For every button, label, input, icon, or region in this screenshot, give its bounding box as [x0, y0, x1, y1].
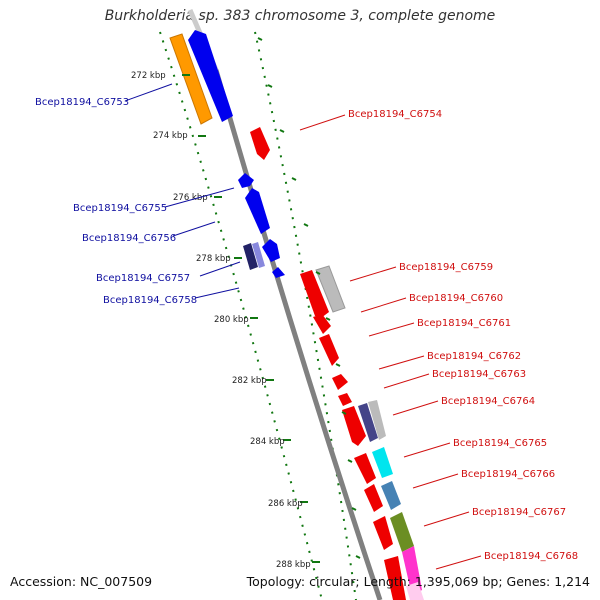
gene-C6757-a [243, 243, 258, 270]
gene-C6753-blue [188, 30, 233, 122]
gene-label-C6753[interactable]: Bcep18194_C6753 [35, 97, 129, 108]
gene-label-C6761[interactable]: Bcep18194_C6761 [417, 318, 511, 329]
gene-C6766-red [364, 484, 383, 512]
gene-C6759-red [300, 270, 329, 318]
minus-strand-genes [169, 30, 285, 278]
gene-C6755 [238, 173, 254, 188]
gene-C6756 [245, 188, 270, 234]
gene-C6754 [250, 127, 270, 160]
gene-C6761 [319, 334, 339, 366]
gene-C6765-red [354, 453, 376, 484]
gene-C6768-red [384, 556, 406, 600]
gene-C6762 [332, 374, 348, 390]
gene-label-C6759[interactable]: Bcep18194_C6759 [399, 262, 493, 273]
gene-label-C6764[interactable]: Bcep18194_C6764 [441, 396, 535, 407]
track-ring-right [254, 31, 357, 600]
gene-label-C6757[interactable]: Bcep18194_C6757 [96, 273, 190, 284]
scale-ticks [182, 37, 361, 563]
gene-label-C6760[interactable]: Bcep18194_C6760 [409, 293, 503, 304]
gene-C6768-pink [406, 582, 424, 600]
tick-label-286: 286 kbp [268, 499, 303, 509]
gene-C6759-gray [315, 265, 346, 313]
gene-C6766-steel [381, 481, 401, 510]
gene-C6767-olive [390, 512, 414, 552]
tick-label-278: 278 kbp [196, 254, 231, 264]
plus-strand-genes [250, 127, 424, 600]
gene-label-C6755[interactable]: Bcep18194_C6755 [73, 203, 167, 214]
gene-label-C6768[interactable]: Bcep18194_C6768 [484, 551, 578, 562]
map-title: Burkholderia sp. 383 chromosome 3, compl… [104, 8, 496, 24]
gene-C6753-orange [169, 33, 213, 125]
gene-label-C6765[interactable]: Bcep18194_C6765 [453, 438, 547, 449]
gene-C6757-b [252, 242, 265, 268]
gene-label-C6767[interactable]: Bcep18194_C6767 [472, 507, 566, 518]
tick-label-282: 282 kbp [232, 376, 267, 386]
gene-label-C6762[interactable]: Bcep18194_C6762 [427, 351, 521, 362]
tick-label-284: 284 kbp [250, 437, 285, 447]
gene-C6765-cyan [372, 447, 393, 478]
gene-label-C6766[interactable]: Bcep18194_C6766 [461, 469, 555, 480]
tick-label-280: 280 kbp [214, 315, 249, 325]
gene-C6764-navy [358, 403, 378, 442]
gene-C6767-red [373, 516, 393, 550]
gene-label-C6763[interactable]: Bcep18194_C6763 [432, 369, 526, 380]
accession-text: Accession: NC_007509 [10, 574, 153, 589]
tick-label-274: 274 kbp [153, 131, 188, 141]
gene-C6764-gray [368, 400, 386, 440]
gene-C6758-a [262, 239, 280, 262]
left-gene-labels: Bcep18194_C6753 Bcep18194_C6755 Bcep1819… [35, 83, 241, 306]
genome-backbone [213, 69, 383, 600]
gene-C6760 [313, 314, 331, 334]
tick-label-272: 272 kbp [131, 71, 166, 81]
tick-label-276: 276 kbp [173, 193, 208, 203]
tick-label-288: 288 kbp [276, 560, 311, 570]
track-ring-left [159, 31, 323, 600]
gene-C6764-red [342, 406, 366, 446]
right-gene-labels: Bcep18194_C6754 Bcep18194_C6759 Bcep1819… [299, 109, 578, 570]
scale-tick-labels: 272 kbp 274 kbp 276 kbp 278 kbp 280 kbp … [131, 71, 311, 570]
gene-label-C6756[interactable]: Bcep18194_C6756 [82, 233, 176, 244]
gene-C6758-b [272, 267, 285, 278]
genome-summary-text: Topology: circular; Length: 1,395,069 bp… [246, 574, 590, 589]
gene-C6763 [338, 393, 352, 406]
gene-label-C6758[interactable]: Bcep18194_C6758 [103, 295, 197, 306]
gene-label-C6754[interactable]: Bcep18194_C6754 [348, 109, 442, 120]
